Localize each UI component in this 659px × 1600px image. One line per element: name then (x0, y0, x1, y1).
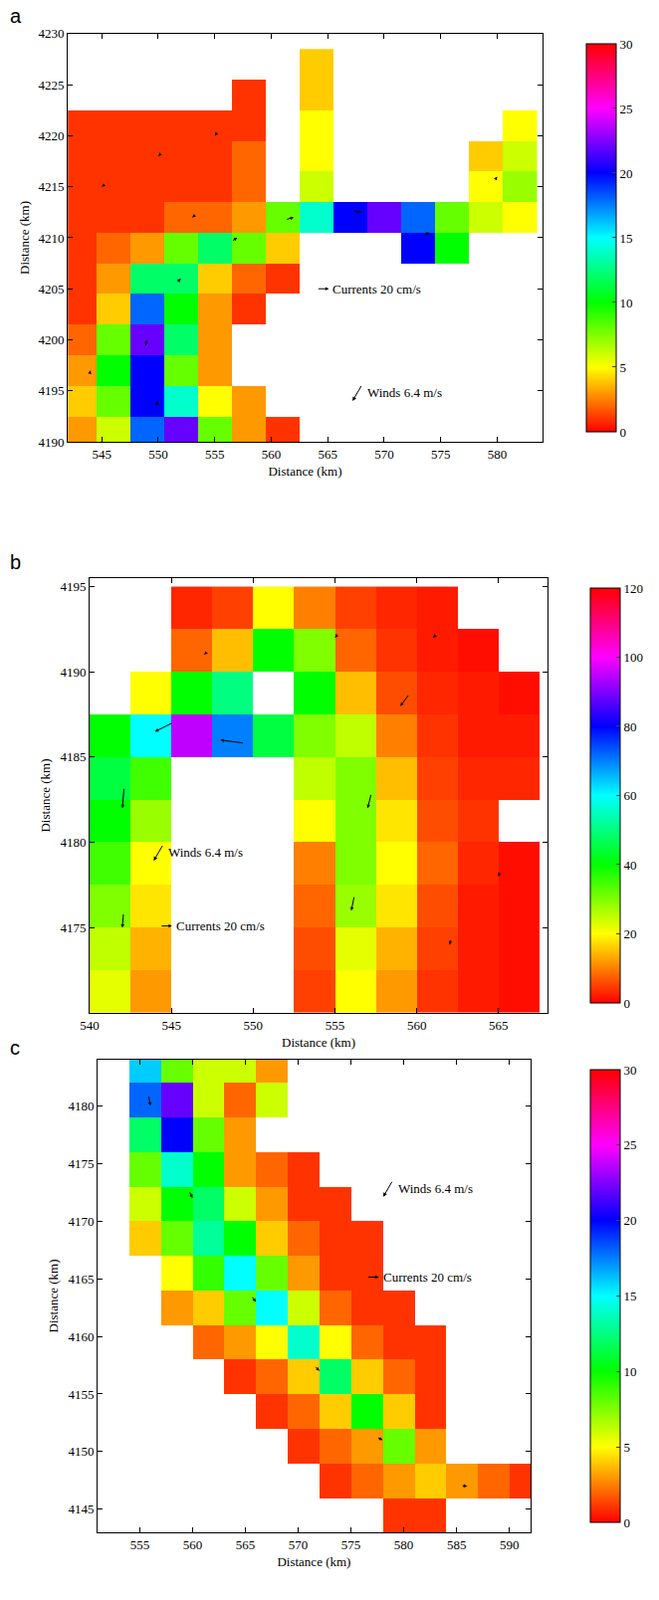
svg-text:Distance (km): Distance (km) (276, 1554, 351, 1570)
svg-text:580: 580 (394, 1537, 415, 1553)
svg-text:Winds 6.4 m/s: Winds 6.4 m/s (398, 1181, 473, 1197)
svg-text:5: 5 (624, 1440, 632, 1456)
svg-text:Winds 6.4 m/s: Winds 6.4 m/s (367, 385, 442, 401)
svg-text:550: 550 (243, 1018, 263, 1034)
svg-text:4180: 4180 (59, 835, 86, 851)
svg-text:565: 565 (317, 446, 338, 462)
svg-text:0: 0 (620, 424, 628, 440)
svg-text:4190: 4190 (38, 435, 65, 450)
svg-text:4175: 4175 (67, 1156, 94, 1172)
svg-text:560: 560 (183, 1537, 204, 1553)
svg-text:Distance (km): Distance (km) (281, 1035, 356, 1051)
svg-text:550: 550 (148, 446, 169, 462)
svg-text:560: 560 (261, 446, 282, 462)
svg-text:Distance (km): Distance (km) (37, 758, 53, 833)
svg-text:4145: 4145 (67, 1502, 94, 1518)
svg-text:545: 545 (161, 1018, 182, 1034)
svg-text:Winds 6.4 m/s: Winds 6.4 m/s (168, 845, 243, 861)
svg-text:0: 0 (624, 1516, 632, 1532)
svg-text:570: 570 (374, 446, 395, 462)
svg-text:540: 540 (79, 1018, 100, 1034)
svg-text:565: 565 (235, 1537, 256, 1553)
svg-text:585: 585 (446, 1537, 467, 1553)
svg-text:25: 25 (620, 100, 634, 116)
svg-text:4215: 4215 (38, 179, 65, 195)
svg-text:0: 0 (624, 996, 632, 1012)
svg-text:Currents 20 cm/s: Currents 20 cm/s (332, 281, 422, 297)
svg-text:5: 5 (620, 359, 628, 375)
svg-text:4150: 4150 (67, 1444, 94, 1460)
svg-text:20: 20 (624, 926, 638, 942)
svg-text:545: 545 (91, 446, 112, 462)
svg-text:Distance (km): Distance (km) (16, 201, 32, 275)
svg-text:120: 120 (624, 581, 645, 597)
svg-text:20: 20 (624, 1213, 638, 1229)
svg-text:40: 40 (624, 858, 638, 874)
svg-text:Currents 20 cm/s: Currents 20 cm/s (383, 1270, 472, 1286)
svg-text:80: 80 (624, 719, 638, 735)
svg-text:a: a (9, 4, 22, 27)
svg-text:4220: 4220 (38, 128, 65, 144)
svg-text:30: 30 (624, 1063, 638, 1079)
svg-text:4160: 4160 (67, 1329, 94, 1345)
svg-text:4190: 4190 (59, 664, 86, 680)
svg-text:4230: 4230 (38, 25, 65, 41)
svg-text:Distance (km): Distance (km) (267, 463, 342, 479)
svg-text:565: 565 (488, 1018, 509, 1034)
svg-text:4200: 4200 (38, 332, 65, 348)
svg-text:555: 555 (325, 1018, 346, 1034)
svg-text:4195: 4195 (38, 383, 65, 399)
svg-text:4210: 4210 (38, 229, 65, 245)
svg-text:10: 10 (624, 1364, 638, 1380)
svg-text:575: 575 (341, 1537, 362, 1553)
svg-text:100: 100 (624, 650, 645, 665)
svg-text:4225: 4225 (38, 77, 65, 93)
svg-text:4165: 4165 (67, 1272, 94, 1288)
svg-text:c: c (9, 1037, 20, 1060)
svg-text:570: 570 (288, 1537, 309, 1553)
svg-text:20: 20 (620, 165, 634, 181)
svg-text:30: 30 (620, 35, 634, 51)
svg-text:555: 555 (205, 446, 225, 462)
svg-text:4175: 4175 (59, 920, 86, 936)
svg-text:Currents 20 cm/s: Currents 20 cm/s (176, 918, 265, 934)
svg-text:15: 15 (624, 1289, 638, 1305)
svg-text:4205: 4205 (38, 281, 65, 297)
svg-text:4180: 4180 (67, 1098, 94, 1114)
svg-text:580: 580 (487, 446, 508, 462)
svg-text:10: 10 (620, 294, 634, 310)
svg-text:555: 555 (130, 1537, 151, 1553)
svg-text:Distance (km): Distance (km) (45, 1259, 61, 1333)
svg-text:25: 25 (624, 1137, 638, 1153)
svg-text:4170: 4170 (67, 1214, 94, 1230)
svg-text:4195: 4195 (59, 579, 86, 595)
svg-text:15: 15 (620, 229, 634, 245)
svg-text:4185: 4185 (59, 749, 86, 765)
svg-text:4155: 4155 (67, 1387, 94, 1403)
svg-text:590: 590 (499, 1537, 520, 1553)
svg-text:560: 560 (407, 1018, 428, 1034)
svg-text:60: 60 (624, 788, 638, 804)
svg-text:575: 575 (431, 446, 451, 462)
svg-text:b: b (9, 551, 21, 574)
